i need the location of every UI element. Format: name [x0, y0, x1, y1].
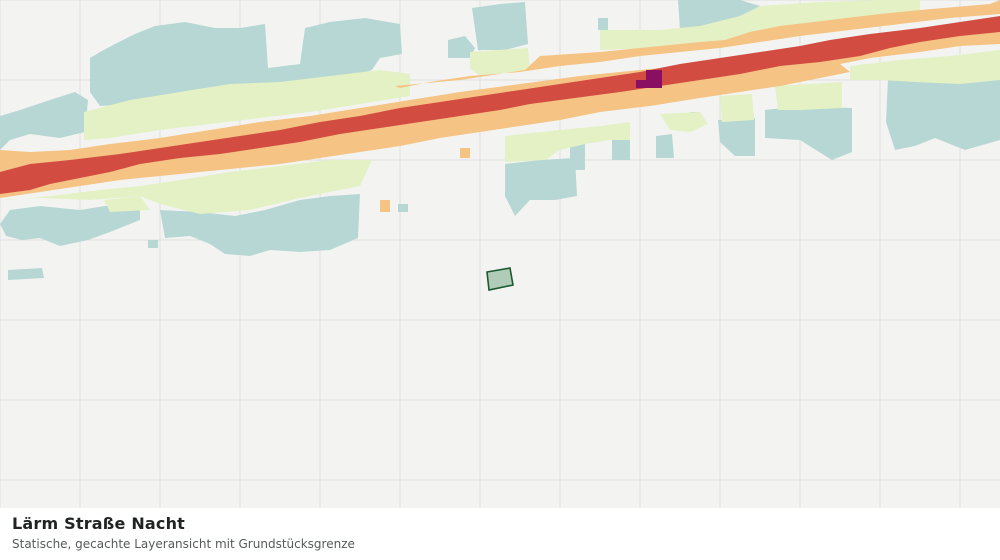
noise-zone-low — [0, 0, 1000, 214]
layer-title: Lärm Straße Nacht — [12, 514, 186, 533]
layer-caption: Lärm Straße Nacht Statische, gecachte La… — [0, 508, 1000, 560]
layer-subtitle: Statische, gecachte Layeransicht mit Gru… — [12, 537, 355, 551]
noise-zone-high — [0, 16, 1000, 194]
noise-zone-mid — [0, 0, 1000, 212]
noise-zone-highest — [636, 70, 662, 88]
map-canvas[interactable] — [0, 0, 1000, 508]
property-boundary[interactable] — [486, 267, 514, 291]
